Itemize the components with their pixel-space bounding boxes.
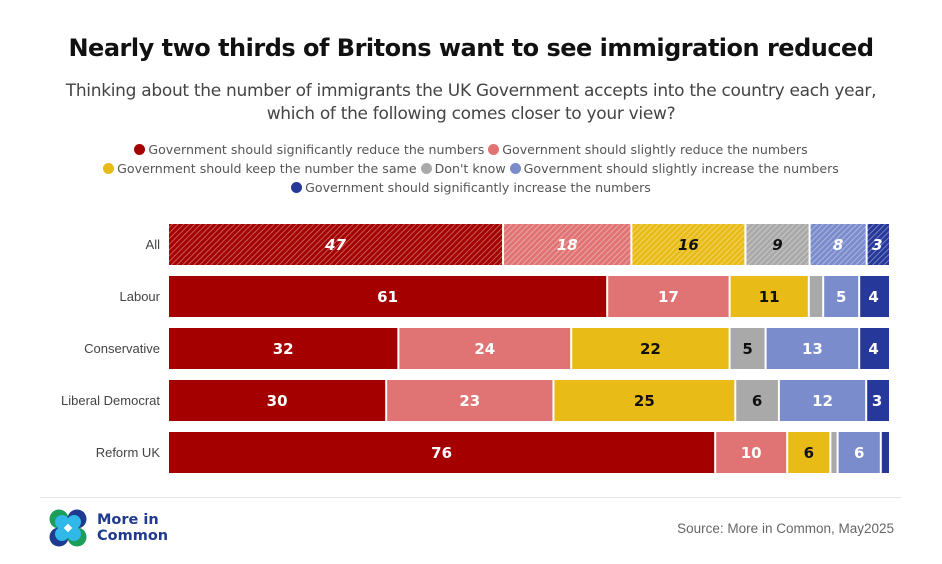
bar-segment <box>169 276 607 317</box>
row-label: Reform UK <box>96 445 161 460</box>
legend-label: Government should keep the number the sa… <box>117 161 417 176</box>
bar-segment <box>788 432 830 473</box>
data-label: 5 <box>742 340 752 358</box>
bar-row-conservative: Conservative 32 24 22 5 13 4 <box>84 328 889 369</box>
legend-dot-icon <box>420 163 432 174</box>
bar-segment <box>387 380 553 421</box>
legend-dot-icon <box>103 163 115 174</box>
bar-segment <box>399 328 571 369</box>
bar-segment <box>860 276 889 317</box>
legend-item: Government should significantly reduce t… <box>134 140 484 159</box>
chart-subtitle: Thinking about the number of immigrants … <box>65 81 877 124</box>
data-label: 32 <box>273 340 294 358</box>
data-label: 6 <box>804 444 814 462</box>
bar-segment <box>716 432 787 473</box>
data-label: 76 <box>431 444 452 462</box>
bar-segment <box>831 432 837 473</box>
data-label: 47 <box>324 236 346 254</box>
bar-segment <box>730 328 765 369</box>
data-label: 6 <box>854 444 864 462</box>
bar-segment <box>632 224 745 265</box>
data-label: 3 <box>872 392 882 410</box>
logo-text-line1: More in <box>97 512 159 528</box>
bar-segment <box>169 380 386 421</box>
legend-item: Government should slightly increase the … <box>509 159 839 178</box>
data-label: 25 <box>634 392 655 410</box>
bar-segment <box>809 276 823 317</box>
bar-segment <box>824 276 859 317</box>
bar-segment <box>169 224 503 265</box>
chart-title: Nearly two thirds of Britons want to see… <box>68 34 874 62</box>
row-label: Liberal Democrat <box>61 393 160 408</box>
legend-dot-icon <box>291 182 303 193</box>
legend-label: Don't know <box>434 161 506 176</box>
bar-segment <box>867 380 889 421</box>
data-label: 18 <box>557 236 578 254</box>
data-label: 30 <box>267 392 288 410</box>
bar-row-all: All 47 18 16 9 8 3 <box>146 224 889 265</box>
legend-item: Government should significantly increase… <box>291 178 651 197</box>
legend: Government should significantly reduce t… <box>40 140 902 197</box>
bar-row-labour: Labour 61 17 11 5 4 <box>120 276 889 317</box>
bar-segment <box>766 328 859 369</box>
bar-segment <box>838 432 880 473</box>
bar-row-liberal-democrat: Liberal Democrat 30 23 25 6 12 3 <box>61 380 889 421</box>
footer-divider <box>40 497 902 498</box>
bar-row-reform-uk: Reform UK 76 10 6 6 <box>96 432 889 473</box>
legend-label: Government should slightly reduce the nu… <box>502 142 808 157</box>
legend-item: Government should keep the number the sa… <box>103 159 417 178</box>
bar-segment <box>779 380 866 421</box>
legend-dot-icon <box>134 144 146 155</box>
bar-segment <box>867 224 889 265</box>
bar-segment <box>730 276 808 317</box>
legend-dot-icon <box>509 163 521 174</box>
legend-item: Don't know <box>420 159 506 178</box>
bar-segment <box>504 224 631 265</box>
data-label: 8 <box>833 236 843 254</box>
data-label: 6 <box>752 392 762 410</box>
legend-dot-icon <box>488 144 500 155</box>
data-label: 22 <box>640 340 661 358</box>
legend-line: Government should keep the number the sa… <box>40 159 902 178</box>
data-label: 13 <box>802 340 823 358</box>
row-label: Labour <box>120 289 161 304</box>
data-label: 9 <box>772 236 782 254</box>
bar-segment <box>736 380 778 421</box>
data-label: 61 <box>377 288 398 306</box>
data-label: 24 <box>474 340 495 358</box>
logo-text: More in Common <box>97 512 168 544</box>
row-label: Conservative <box>84 341 160 356</box>
bar-segment <box>608 276 729 317</box>
data-label: 10 <box>741 444 762 462</box>
legend-label: Government should significantly increase… <box>305 180 651 195</box>
legend-item: Government should slightly reduce the nu… <box>488 140 808 159</box>
more-in-common-logo-icon <box>49 509 87 547</box>
row-label: All <box>146 237 161 252</box>
bar-segment <box>860 328 889 369</box>
bar-segment <box>746 224 809 265</box>
data-label: 3 <box>872 236 882 254</box>
bar-segment <box>554 380 735 421</box>
legend-line: Government should significantly increase… <box>40 178 902 197</box>
legend-line: Government should significantly reduce t… <box>40 140 902 159</box>
bar-segment <box>572 328 729 369</box>
data-label: 4 <box>868 340 878 358</box>
logo-text-line2: Common <box>97 528 169 544</box>
data-label: 23 <box>459 392 480 410</box>
data-label: 5 <box>836 288 846 306</box>
data-label: 12 <box>812 392 833 410</box>
data-label: 4 <box>868 288 878 306</box>
bar-segment <box>169 432 715 473</box>
data-label: 11 <box>759 288 780 306</box>
data-label: 16 <box>678 236 699 254</box>
bar-segment <box>810 224 866 265</box>
legend-label: Government should significantly reduce t… <box>148 142 485 157</box>
legend-label: Government should slightly increase the … <box>523 161 839 176</box>
bar-segment <box>169 328 398 369</box>
bar-segment <box>881 432 889 473</box>
source-note: Source: More in Common, May2025 <box>677 521 894 536</box>
data-label: 17 <box>658 288 679 306</box>
